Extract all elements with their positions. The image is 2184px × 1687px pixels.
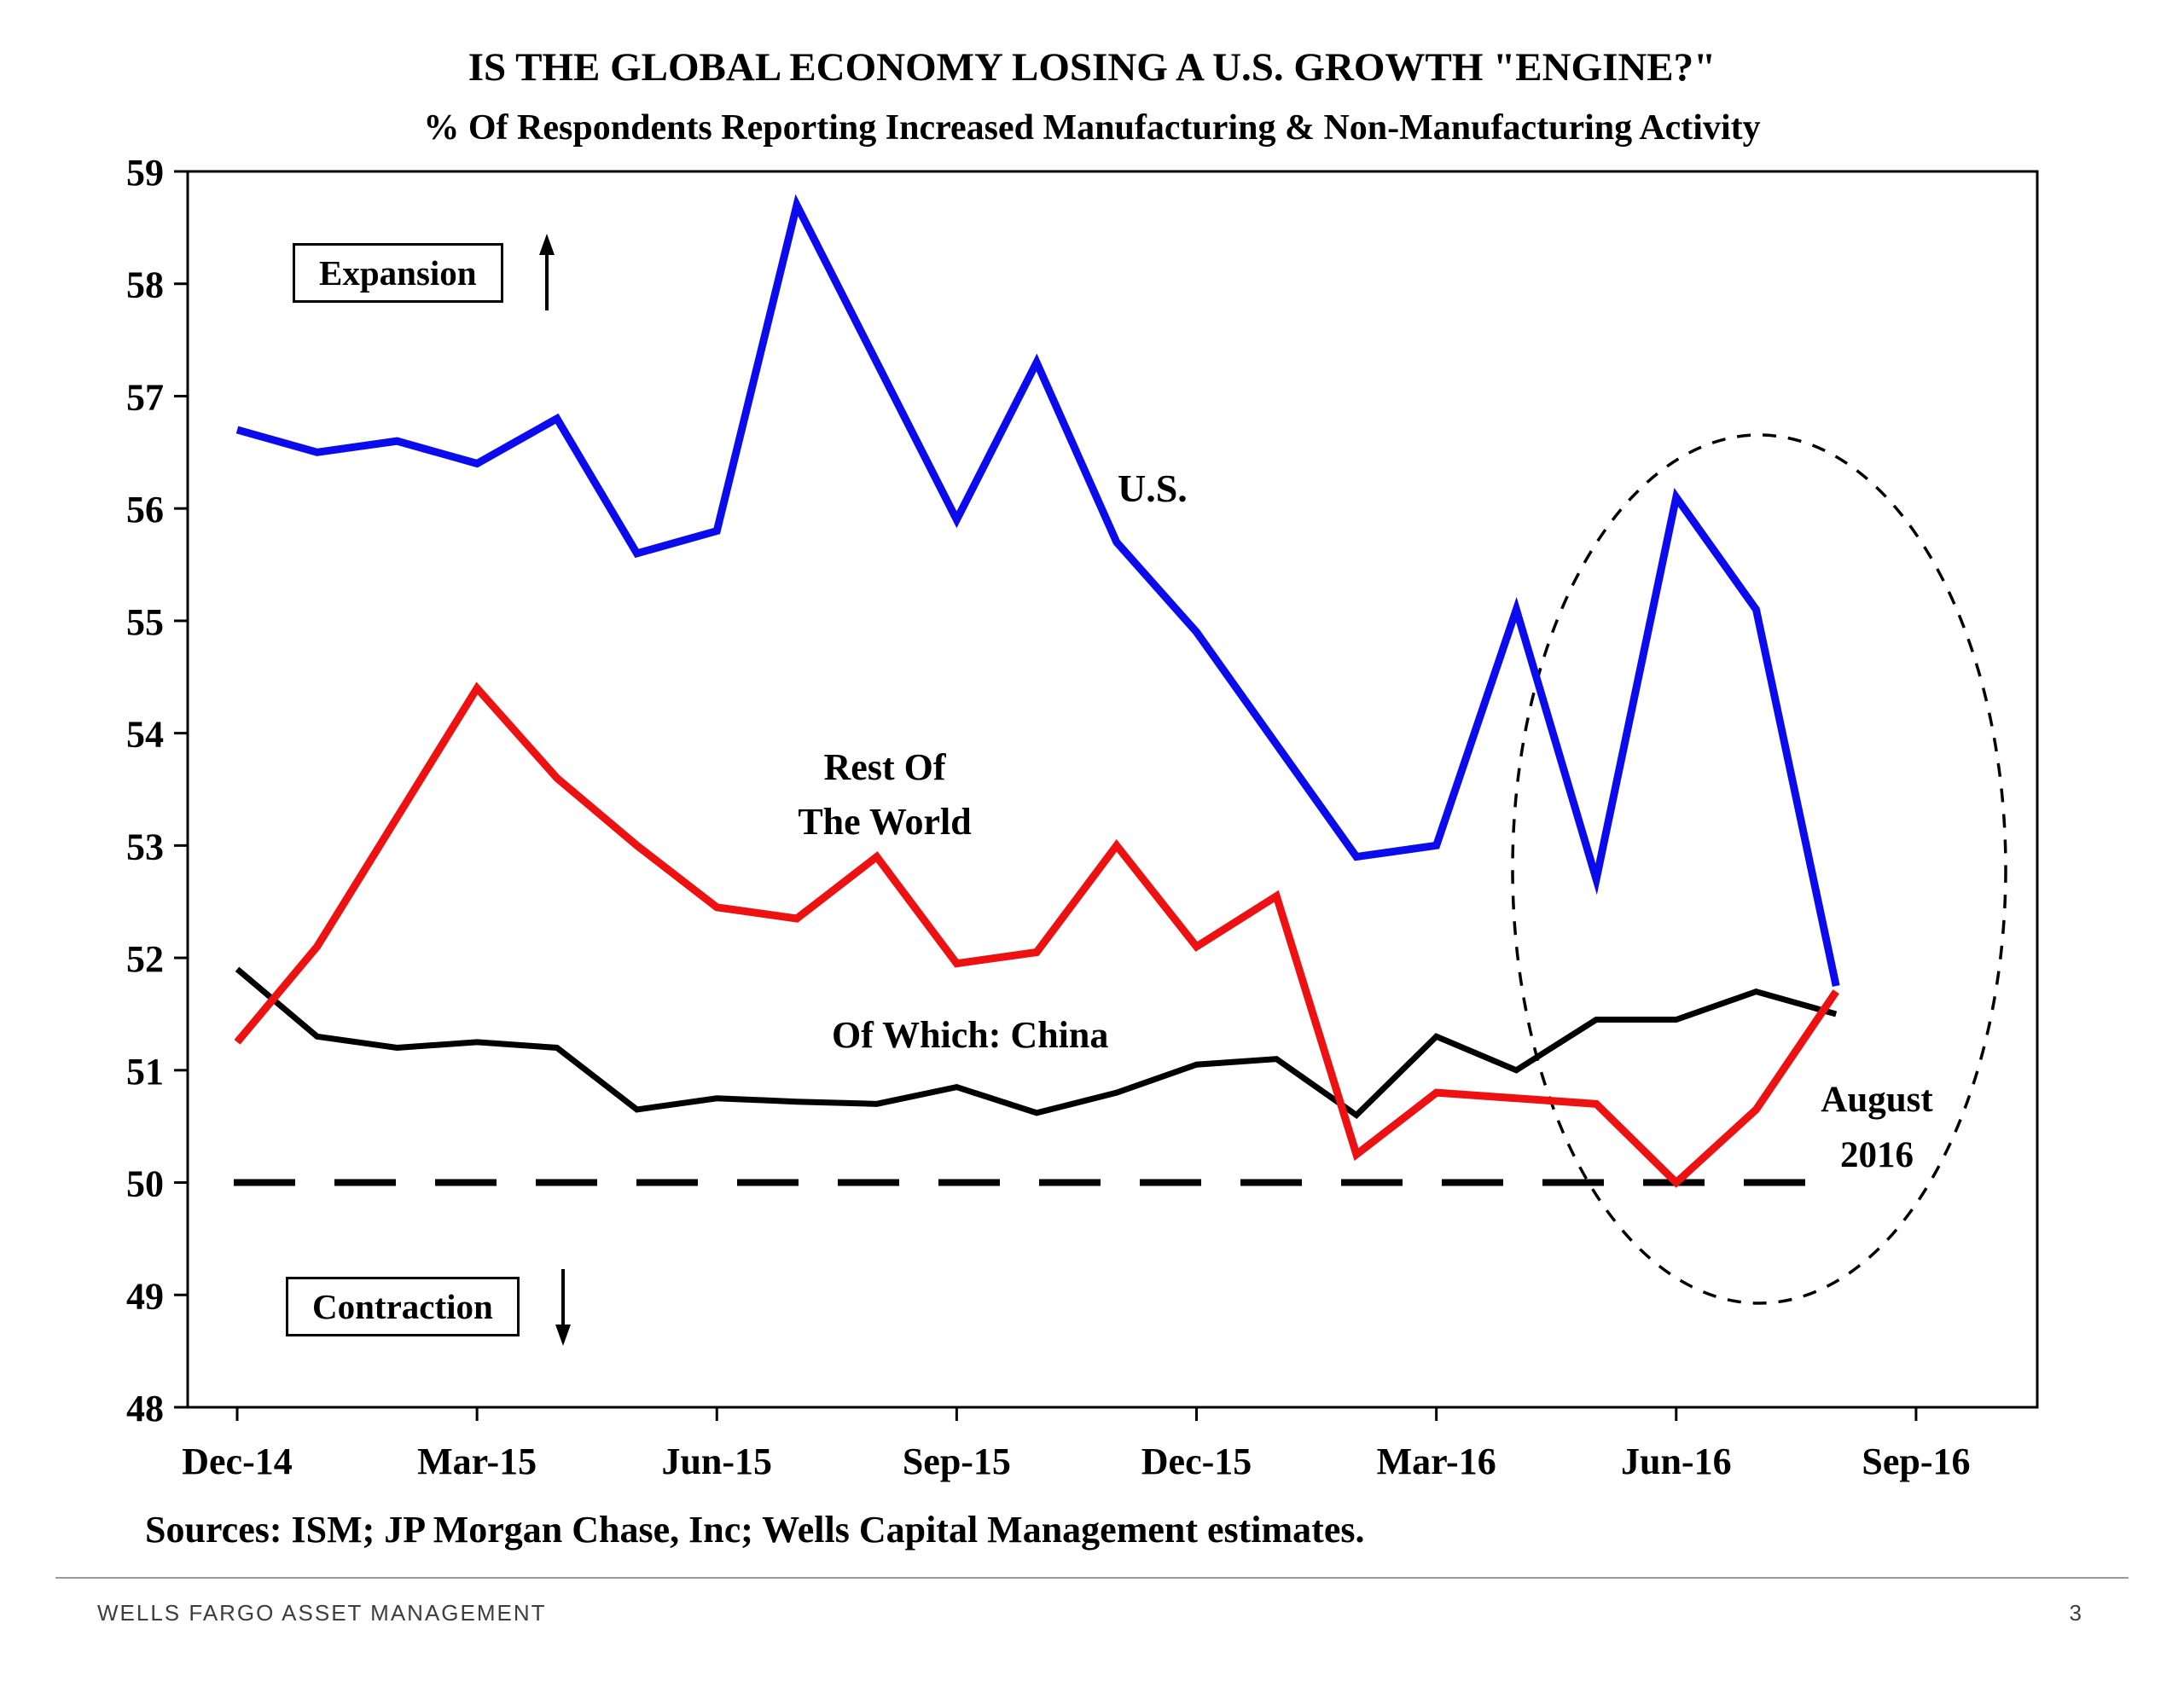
footer-brand: WELLS FARGO ASSET MANAGEMENT [97,1600,547,1626]
y-tick-label: 52 [126,938,164,980]
y-tick-label: 56 [126,489,164,530]
contraction-annotation: Contraction [286,1266,578,1348]
y-tick-label: 48 [126,1388,164,1429]
x-tick-label: Mar-16 [1377,1441,1496,1482]
highlight-ellipse [1511,433,2007,1305]
y-tick-label: 55 [126,601,164,643]
x-tick-label: Mar-15 [417,1441,537,1482]
x-tick-label: Dec-15 [1141,1441,1252,1482]
series-line-u-s [235,194,1840,987]
chart-subtitle: % Of Respondents Reporting Increased Man… [423,108,1761,148]
y-tick-label: 51 [126,1051,164,1093]
x-tick-label: Jun-16 [1621,1441,1732,1482]
x-tick-label: Sep-15 [903,1441,1011,1482]
footer-divider [55,1577,2129,1579]
series-line-rest-of-the-world [234,681,1839,1188]
series-label-us: U.S. [1118,467,1188,510]
contraction-label: Contraction [286,1277,520,1336]
y-tick-label: 50 [126,1163,164,1205]
y-tick-label: 49 [126,1275,164,1317]
august-2016-annotation: August 2016 [1821,1080,1933,1175]
sources-note: Sources: ISM; JP Morgan Chase, Inc; Well… [145,1509,1365,1551]
up-arrow-icon [538,234,555,310]
x-tick-label: Dec-14 [182,1441,293,1482]
page-number: 3 [2069,1600,2082,1626]
series-line-of-which-china [235,966,1838,1120]
series-label-rest-of-world: Rest Of The World [798,746,972,843]
series-label-china: Of Which: China [832,1014,1109,1056]
plot-border [186,170,2039,1409]
y-tick-label: 53 [126,826,164,867]
x-tick-label: Sep-16 [1862,1441,1970,1482]
chart-title: IS THE GLOBAL ECONOMY LOSING A U.S. GROW… [468,45,1716,90]
expansion-label: Expansion [293,243,503,303]
y-tick-label: 59 [126,152,164,194]
expansion-annotation: Expansion [293,232,561,314]
down-arrow-icon [555,1269,571,1346]
y-tick-label: 58 [126,264,164,306]
y-tick-label: 57 [126,376,164,418]
y-tick-label: 54 [126,714,164,756]
x-tick-label: Jun-15 [661,1441,772,1482]
